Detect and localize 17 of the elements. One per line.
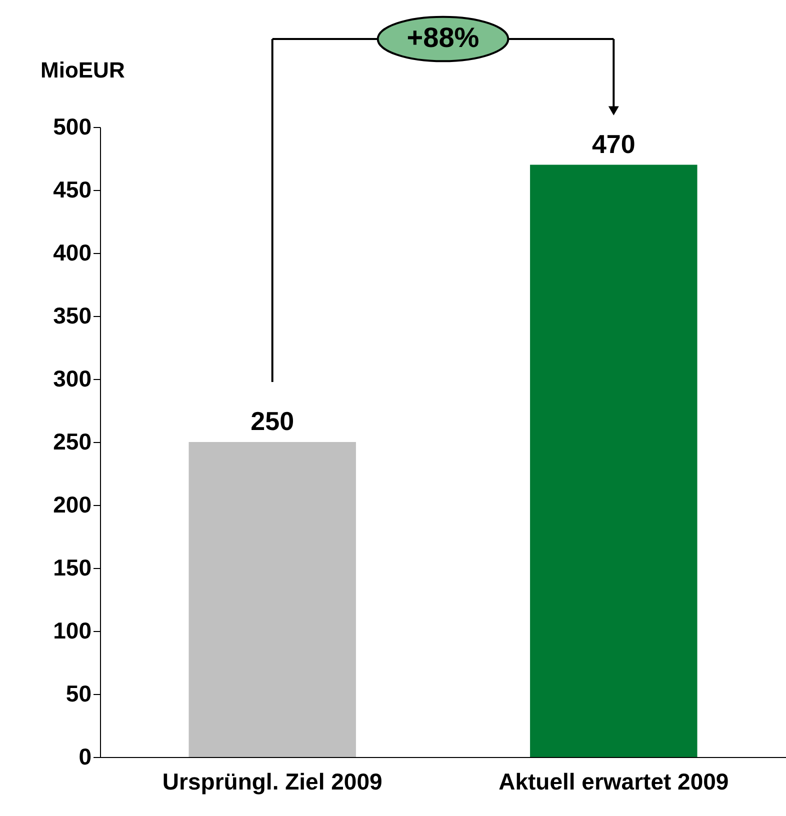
x-tick-label: Ursprüngl. Ziel 2009 xyxy=(162,768,382,794)
y-tick-label: 50 xyxy=(66,680,92,706)
y-tick-label: 200 xyxy=(53,492,92,518)
y-tick-label: 0 xyxy=(78,744,92,770)
y-tick-label: 400 xyxy=(53,240,92,266)
y-tick-label: 500 xyxy=(53,114,92,140)
y-axis-title: MioEUR xyxy=(40,58,125,82)
y-tick-label: 450 xyxy=(53,176,92,202)
data-label: 250 xyxy=(250,406,294,436)
data-label: 470 xyxy=(592,128,636,159)
y-tick-label: 100 xyxy=(53,618,92,644)
text: +88% xyxy=(406,22,480,53)
y-tick-label: 150 xyxy=(53,554,92,580)
y-tick-label: 350 xyxy=(53,302,92,328)
y-tick-label: 250 xyxy=(53,428,92,454)
y-tick-label: 300 xyxy=(53,366,92,392)
x-tick-label: Aktuell erwartet 2009 xyxy=(498,768,729,794)
